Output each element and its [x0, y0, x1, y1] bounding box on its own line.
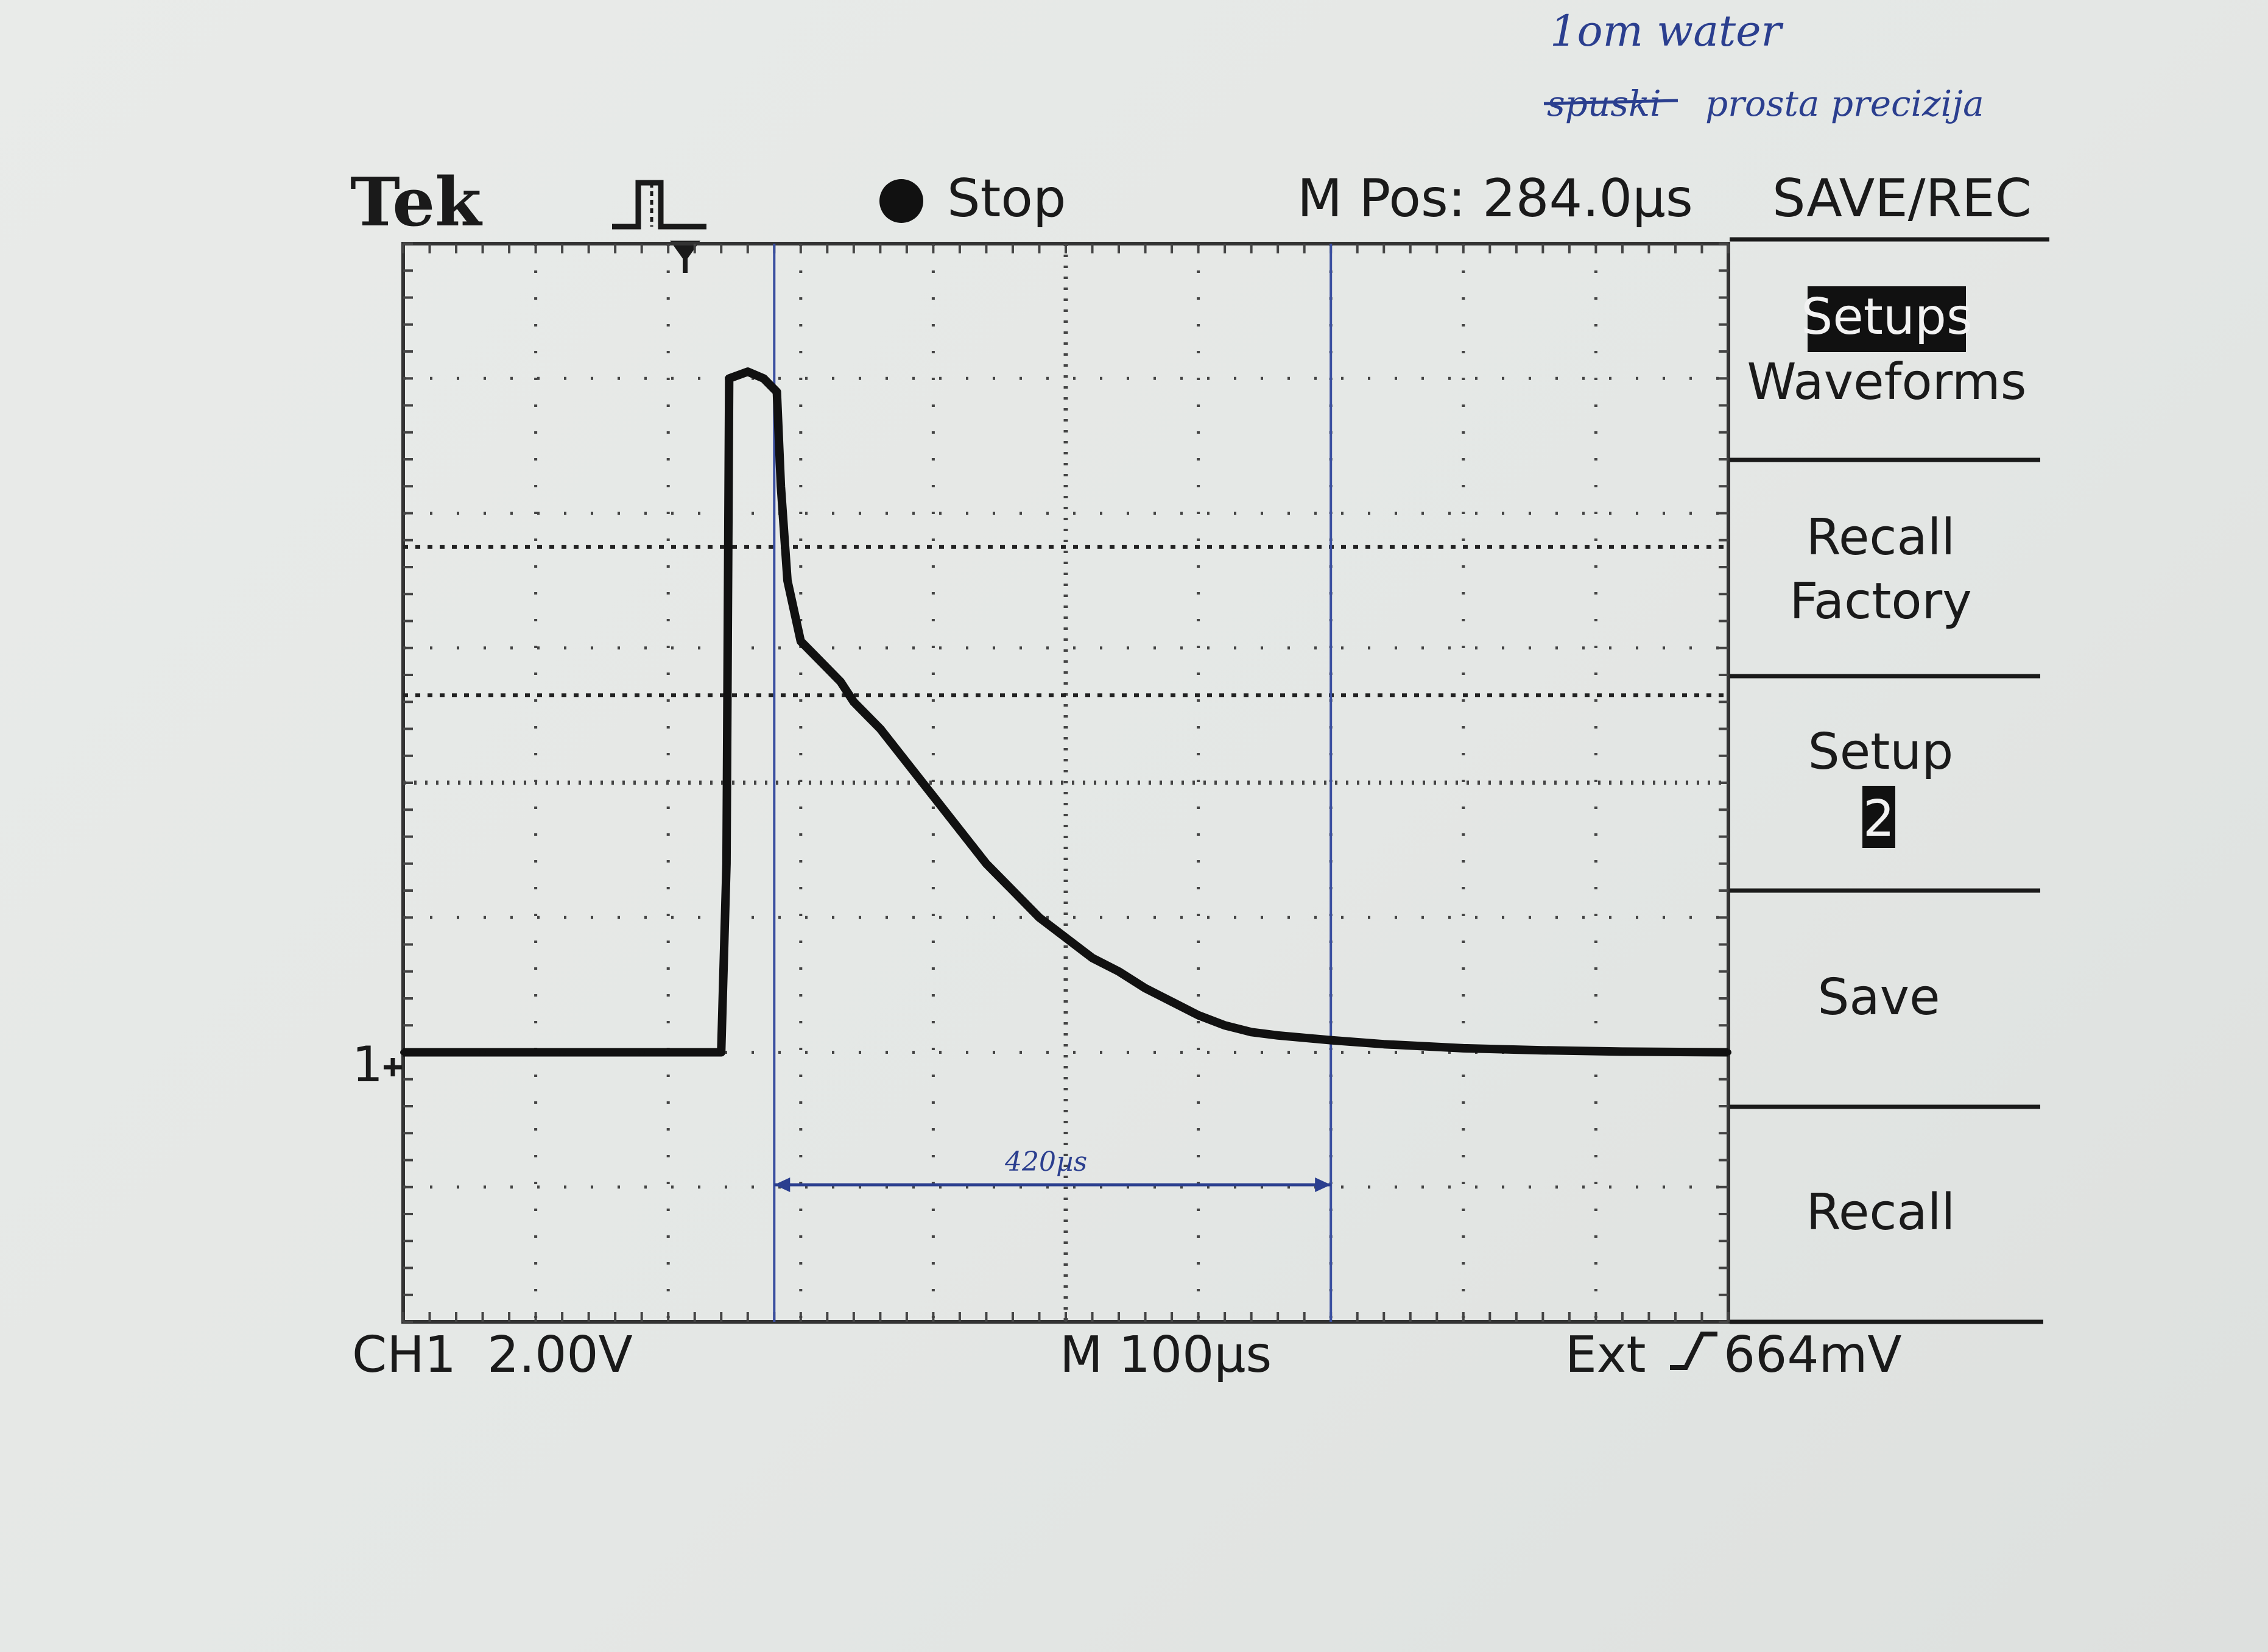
menu-label-save: Save	[1817, 969, 1940, 1026]
data-point	[864, 712, 870, 719]
reference-level-lines	[403, 545, 1728, 697]
data-point	[956, 827, 963, 833]
data-point	[479, 1049, 486, 1056]
data-point	[1142, 985, 1149, 992]
data-point	[1222, 1022, 1228, 1029]
channel-label: CH1	[352, 1326, 456, 1384]
data-point	[1169, 998, 1175, 1005]
data-point	[1248, 1029, 1255, 1036]
strikethrough-line	[1543, 99, 1678, 105]
data-point	[1540, 1047, 1546, 1054]
data-point	[1275, 1032, 1281, 1039]
m-pos-readout: M Pos: 284.0µs	[1297, 168, 1693, 229]
side-menu	[1730, 237, 2049, 1324]
interval-arrowhead-right	[1315, 1177, 1331, 1192]
menu-option-setups: Setups	[1801, 288, 1972, 346]
rising-edge-icon	[1670, 1332, 1717, 1370]
handwritten-note-line1: 1om water	[1550, 6, 1784, 56]
data-point	[638, 1049, 645, 1056]
acquisition-status: Stop	[947, 168, 1066, 229]
data-point	[837, 679, 844, 685]
data-point	[718, 1049, 725, 1056]
data-point	[726, 375, 733, 382]
data-point	[1195, 1012, 1202, 1018]
data-point	[850, 699, 857, 705]
menu-label-recall-2: Recall	[1806, 1184, 1956, 1241]
data-point	[1089, 955, 1096, 961]
data-point	[903, 759, 910, 766]
data-point	[784, 577, 791, 584]
menu-label-recall: Recall	[1806, 509, 1956, 567]
data-point	[1009, 888, 1016, 894]
series-line-ch1	[403, 367, 1729, 1057]
interval-arrowhead-left	[774, 1177, 791, 1192]
menu-title: SAVE/REC	[1772, 168, 2032, 229]
brand-logo: Tek	[350, 163, 483, 241]
stop-indicator-icon	[879, 179, 923, 223]
data-point	[1328, 1037, 1334, 1043]
data-point	[877, 725, 884, 732]
data-point	[1116, 968, 1122, 975]
menu-button-setups-waveforms[interactable]: Setups Waveforms	[1747, 286, 2027, 411]
data-point	[559, 1049, 566, 1056]
menu-button-recall-factory[interactable]: Recall Factory	[1789, 509, 1972, 630]
data-point	[983, 860, 990, 867]
data-point	[1460, 1045, 1467, 1051]
data-point	[930, 793, 937, 800]
data-point	[1381, 1041, 1387, 1048]
trigger-source: Ext	[1565, 1326, 1646, 1384]
data-point	[797, 638, 804, 644]
ground-marker-arrow-icon	[384, 1058, 402, 1076]
selected-option-highlight	[1808, 286, 1966, 352]
volts-per-div: 2.00V	[487, 1326, 633, 1384]
setup-number: 2	[1863, 790, 1895, 848]
data-point	[723, 860, 730, 867]
data-point	[773, 389, 780, 395]
data-point	[1619, 1048, 1625, 1055]
interval-annotation	[774, 1177, 1331, 1192]
data-point	[811, 651, 817, 658]
menu-label-setup: Setup	[1808, 723, 1954, 781]
interval-label: 420µs	[1004, 1146, 1087, 1177]
setup-number-highlight	[1862, 786, 1895, 848]
ground-marker-label: 1	[352, 1036, 383, 1093]
menu-label-factory: Factory	[1789, 573, 1972, 630]
trigger-pulse-icon	[612, 180, 706, 273]
data-point	[400, 1049, 406, 1056]
handwritten-note-line2: prosta precizija	[1705, 83, 1984, 124]
menu-button-recall[interactable]: Recall	[1806, 1184, 1956, 1241]
menu-option-waveforms: Waveforms	[1747, 353, 2027, 411]
menu-button-save[interactable]: Save	[1817, 969, 1940, 1026]
data-point	[778, 483, 784, 490]
data-point	[760, 375, 767, 382]
timebase-readout: M 100µs	[1060, 1326, 1272, 1384]
menu-button-setup-number[interactable]: Setup 2	[1808, 723, 1954, 848]
data-point	[1063, 934, 1069, 941]
waveform-trace	[400, 367, 1731, 1057]
data-point	[744, 369, 751, 375]
data-point	[1725, 1049, 1731, 1056]
data-point	[1036, 914, 1043, 921]
graticule	[401, 242, 1730, 1324]
data-point	[824, 665, 831, 671]
trigger-level: 664mV	[1724, 1326, 1902, 1384]
